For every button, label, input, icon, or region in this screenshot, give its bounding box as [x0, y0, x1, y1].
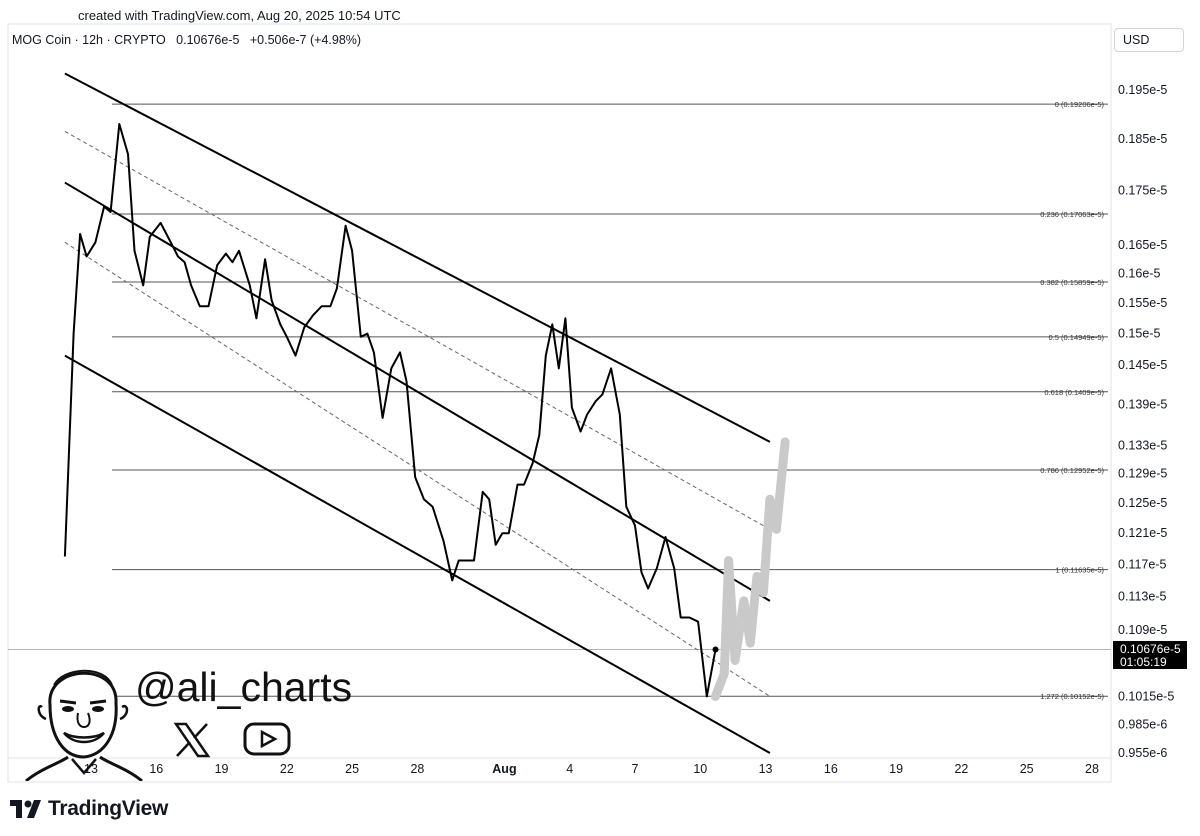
avatar [25, 669, 143, 781]
symbol-legend: MOG Coin · 12h · CRYPTO 0.10676e-5 +0.50… [12, 33, 361, 47]
fib-level-label: 0.382 (0.15859e-5) [1040, 278, 1104, 287]
channel-midline [64, 130, 771, 530]
time-tick-label: Aug [492, 762, 516, 776]
price-tick-label: 0.139e-5 [1118, 397, 1167, 411]
fib-level-label: 0.5 (0.14949e-5) [1049, 333, 1105, 342]
price-series [63, 123, 719, 698]
price-tick-label: 0.165e-5 [1118, 238, 1167, 252]
time-tick-label: 25 [1020, 762, 1034, 776]
price-tick-label: 0.113e-5 [1118, 590, 1166, 604]
price-tick-label: 0.15e-5 [1118, 327, 1160, 341]
fib-level-label: 1.272 (0.10152e-5) [1040, 692, 1104, 701]
time-tick-label: 19 [889, 762, 903, 776]
time-tick-label: 25 [345, 762, 359, 776]
fib-level-label: 0.786 (0.12952e-5) [1040, 466, 1104, 475]
price-tick-label: 0.129e-5 [1118, 467, 1167, 481]
price-change: +0.506e-7 (+4.98%) [249, 33, 362, 47]
price-tick-label: 0.121e-5 [1118, 526, 1167, 540]
time-tick-label: 22 [280, 762, 294, 776]
price-tick-label: 0.16e-5 [1118, 267, 1160, 281]
last-price-value: 0.10676e-5 [1120, 642, 1181, 656]
price-tick-label: 0.955e-6 [1118, 746, 1167, 760]
time-tick-label: 10 [693, 762, 707, 776]
symbol-name: MOG Coin · 12h · CRYPTO [12, 33, 166, 47]
bar-countdown: 01:05:19 [1120, 655, 1167, 669]
time-tick-label: 28 [410, 762, 424, 776]
last-price: 0.10676e-5 [176, 33, 240, 47]
projection-path [711, 437, 790, 701]
price-tick-label: 0.117e-5 [1118, 557, 1166, 571]
projected-price-path [711, 437, 790, 701]
time-tick-label: 22 [954, 762, 968, 776]
time-tick-label: 16 [149, 762, 163, 776]
price-tick-label: 0.985e-6 [1118, 717, 1167, 731]
x-icon [173, 722, 211, 758]
youtube-icon [243, 722, 291, 756]
time-tick-label: 19 [215, 762, 229, 776]
price-tick-label: 0.185e-5 [1118, 132, 1167, 146]
time-tick-label: 16 [824, 762, 838, 776]
fib-level-label: 0 (0.19206e-5) [1055, 100, 1105, 109]
price-tick-label: 0.155e-5 [1118, 296, 1167, 310]
created-with-note: created with TradingView.com, Aug 20, 20… [78, 8, 401, 23]
channel-line [64, 354, 771, 754]
last-price-badge: 0.10676e-5 01:05:19 [1113, 641, 1187, 669]
tradingview-logo[interactable]: TradingView [10, 797, 168, 821]
price-tick-label: 0.109e-5 [1118, 623, 1167, 637]
tradingview-brand: TradingView [48, 797, 169, 820]
price-tick-label: 0.133e-5 [1118, 438, 1167, 452]
channel-line [64, 181, 771, 602]
fib-level-label: 1 (0.11635e-5) [1055, 566, 1104, 575]
price-tick-label: 0.125e-5 [1118, 496, 1167, 510]
currency-button[interactable]: USD [1114, 28, 1184, 52]
fib-level-label: 0.618 (0.1409e-5) [1044, 388, 1104, 397]
price-axis[interactable]: 0.195e-5 0.185e-5 0.175e-5 0.165e-5 0.16e-5 0… [1118, 83, 1174, 760]
tradingview-mark-icon [10, 800, 41, 818]
time-tick-label: 13 [759, 762, 773, 776]
time-axis[interactable]: 10131619222528Aug4710131619222528 [0, 762, 1099, 776]
price-tick-label: 0.1015e-5 [1118, 689, 1174, 703]
channel-line [64, 72, 771, 443]
fib-level-label: 0.236 (0.17063e-5) [1040, 210, 1104, 219]
last-price-dot [712, 646, 719, 653]
price-tick-label: 0.175e-5 [1118, 184, 1167, 198]
price-tick-label: 0.145e-5 [1118, 358, 1167, 372]
time-tick-label: 7 [632, 762, 639, 776]
plot-frame [7, 23, 1112, 783]
time-tick-label: 28 [1085, 762, 1099, 776]
price-tick-label: 0.195e-5 [1118, 83, 1167, 97]
fibonacci-levels: 0 (0.19206e-5) 0.236 (0.17063e-5) 0.382 (0… [8, 100, 1111, 701]
time-tick-label: 13 [84, 762, 98, 776]
time-tick-label: 4 [566, 762, 573, 776]
channel-lines [64, 72, 771, 754]
price-line [63, 123, 717, 698]
author-handle: @ali_charts [135, 664, 353, 710]
